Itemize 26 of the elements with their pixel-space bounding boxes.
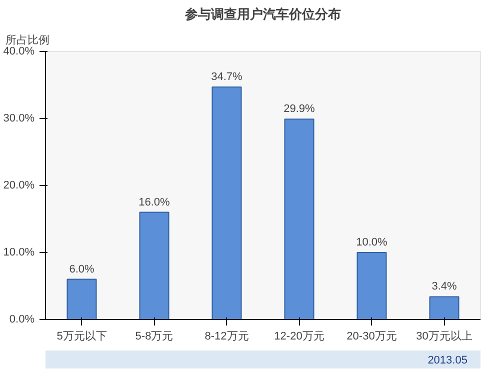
x-tick-label: 20-30万元 bbox=[346, 330, 397, 342]
x-tick-label: 12-20万元 bbox=[274, 330, 324, 342]
bar bbox=[356, 252, 387, 320]
chart-title: 参与调查用户汽车价位分布 bbox=[184, 6, 341, 22]
data-label: 6.0% bbox=[69, 263, 95, 276]
x-tick-label: 8-12万元 bbox=[204, 330, 249, 342]
text: 2013.05 bbox=[428, 354, 468, 366]
bar bbox=[429, 296, 460, 320]
y-tick-label: 0.0% bbox=[9, 314, 35, 326]
x-tick-label: 5万元以下 bbox=[56, 330, 107, 342]
y-tick-label: 40.0% bbox=[3, 46, 35, 58]
data-label: 10.0% bbox=[356, 236, 388, 248]
data-label: 3.4% bbox=[432, 280, 458, 293]
x-tick-label: 5-8万元 bbox=[135, 330, 174, 342]
y-tick-label: 20.0% bbox=[3, 180, 35, 192]
y-axis-title: 所占比例 bbox=[6, 34, 50, 46]
y-tick-label: 30.0% bbox=[3, 112, 35, 124]
x-tick-label: 30万元以上 bbox=[416, 330, 472, 342]
bar bbox=[212, 86, 242, 320]
data-label: 29.9% bbox=[284, 103, 316, 116]
bar bbox=[66, 278, 97, 320]
data-label: 34.7% bbox=[211, 71, 243, 84]
bar bbox=[139, 212, 170, 320]
bar bbox=[284, 118, 314, 320]
y-tick-label: 10.0% bbox=[3, 246, 35, 258]
data-label: 16.0% bbox=[138, 196, 170, 208]
